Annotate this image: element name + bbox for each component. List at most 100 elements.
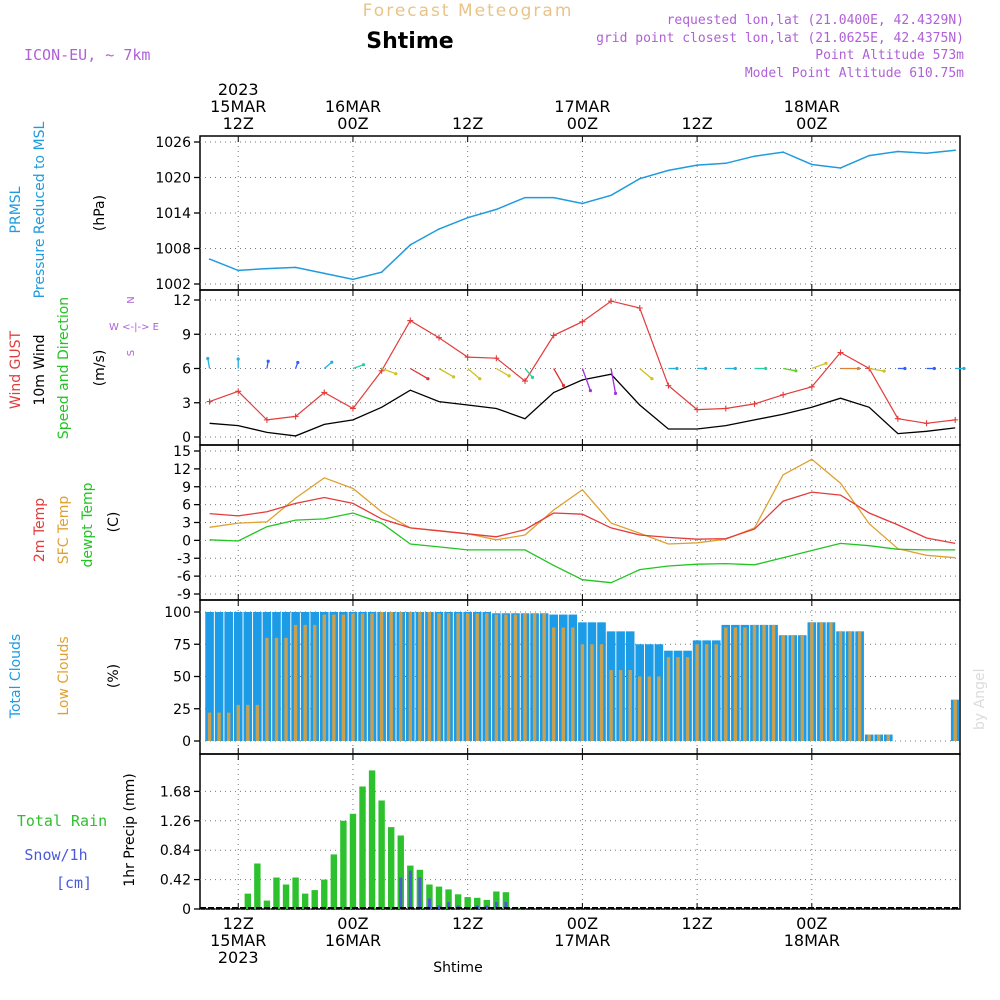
low-cloud-bar bbox=[609, 670, 613, 741]
label-wind-gust: Wind GUST bbox=[8, 330, 24, 409]
y-tick-label: 0 bbox=[182, 734, 191, 750]
gust-marker bbox=[522, 378, 529, 385]
y-tick-label: 1020 bbox=[155, 171, 191, 187]
wind-direction-arrow bbox=[352, 364, 364, 370]
pressure-point bbox=[237, 269, 240, 272]
gust-marker bbox=[206, 398, 213, 405]
y-tick-label: 1008 bbox=[155, 242, 191, 258]
rain-bar bbox=[378, 800, 385, 909]
wind-direction-arrow bbox=[869, 367, 885, 372]
y-tick-label: 9 bbox=[182, 327, 191, 343]
label-speed-direction: Speed and Direction bbox=[56, 297, 72, 439]
snow-bar bbox=[427, 898, 431, 909]
wind-arrow-head bbox=[507, 374, 511, 378]
low-cloud-bar bbox=[704, 644, 709, 741]
low-cloud-bar bbox=[791, 635, 795, 741]
gust-marker bbox=[464, 354, 471, 361]
gust-marker bbox=[837, 349, 844, 356]
rain-bar bbox=[349, 813, 357, 909]
pressure-point bbox=[696, 164, 698, 166]
low-cloud-bar bbox=[485, 613, 489, 741]
low-cloud-bar bbox=[446, 613, 451, 741]
pressure-point bbox=[724, 162, 727, 165]
low-cloud-bar bbox=[370, 613, 374, 741]
wind-direction-arrow bbox=[524, 368, 533, 378]
snow-bar bbox=[485, 905, 489, 909]
chart-title: Forecast Meteogram bbox=[363, 1, 574, 21]
rain-bar bbox=[311, 890, 318, 909]
rain-bar bbox=[273, 877, 280, 909]
wind-arrow-head bbox=[962, 366, 966, 371]
label-prmsl: PRMSL bbox=[8, 186, 24, 233]
wind-arrow-head bbox=[478, 377, 482, 381]
y-tick-label: 1026 bbox=[155, 135, 191, 151]
low-cloud-bar bbox=[724, 627, 728, 741]
rain-bar bbox=[368, 770, 376, 909]
pressure-point bbox=[466, 216, 469, 219]
total-cloud-bar bbox=[253, 612, 262, 741]
low-cloud-bar bbox=[800, 635, 804, 741]
wind-arrow-head bbox=[452, 375, 456, 379]
low-cloud-bar bbox=[676, 657, 680, 741]
time-label-top: 12Z bbox=[452, 114, 483, 133]
time-label-top: 12Z bbox=[223, 114, 254, 133]
wind-arrow-head bbox=[426, 377, 430, 381]
pressure-point bbox=[524, 196, 526, 199]
y-tick-label: 3 bbox=[182, 396, 191, 412]
pressure-point bbox=[868, 154, 870, 157]
low-cloud-bar bbox=[714, 644, 718, 741]
wind-arrow-head bbox=[561, 383, 566, 388]
y-tick-label: 12 bbox=[173, 462, 191, 478]
snow-bar bbox=[418, 877, 422, 909]
y-tick-label: 75 bbox=[173, 637, 191, 653]
label-sfc-temp: SFC Temp bbox=[56, 496, 72, 565]
wind-arrow-head bbox=[650, 377, 654, 381]
low-cloud-bar bbox=[265, 637, 269, 741]
wind-arrow-head bbox=[361, 363, 366, 367]
wind-arrow-head bbox=[236, 357, 240, 361]
low-cloud-bar bbox=[638, 676, 642, 741]
time-label-bottom: 2023 bbox=[218, 948, 259, 967]
gust-marker bbox=[952, 416, 959, 423]
low-cloud-bar bbox=[332, 614, 336, 741]
y-tick-label: 0 bbox=[182, 533, 191, 549]
dewpoint-series bbox=[209, 512, 956, 584]
wind-direction-arrow bbox=[496, 367, 510, 377]
y-tick-label: 100 bbox=[164, 605, 191, 621]
time-label-bottom: 00Z bbox=[796, 914, 827, 933]
low-cloud-bar bbox=[399, 612, 403, 741]
location-title: Shtime bbox=[366, 29, 453, 54]
rain-bar bbox=[445, 889, 452, 909]
gust-marker bbox=[894, 415, 901, 422]
y-tick-label: -6 bbox=[177, 569, 191, 585]
low-cloud-bar bbox=[618, 670, 623, 741]
low-cloud-bar bbox=[427, 612, 432, 741]
low-cloud-bar bbox=[408, 612, 413, 741]
low-cloud-bar bbox=[255, 704, 260, 741]
wind-direction-arrow bbox=[409, 367, 429, 380]
pressure-point bbox=[581, 202, 584, 205]
pressure-point bbox=[266, 267, 268, 270]
time-label-top: 18MAR bbox=[784, 97, 840, 116]
low-cloud-bar bbox=[590, 644, 594, 741]
pressure-point bbox=[208, 258, 211, 260]
low-cloud-bar bbox=[886, 734, 891, 741]
label-ms: (m/s) bbox=[92, 350, 108, 387]
rain-bar bbox=[340, 820, 347, 909]
pressure-point bbox=[610, 194, 612, 197]
low-cloud-bar bbox=[695, 644, 699, 741]
gust-marker bbox=[636, 304, 643, 311]
snow-bar bbox=[494, 902, 498, 909]
gust-marker bbox=[665, 382, 672, 389]
gust-marker bbox=[263, 416, 270, 423]
gust-marker bbox=[321, 389, 328, 396]
low-cloud-bar bbox=[523, 613, 527, 741]
y-tick-label: 1.26 bbox=[160, 814, 191, 830]
gust-marker bbox=[923, 420, 930, 427]
wind-arrow-head bbox=[206, 356, 210, 361]
y-tick-label: 25 bbox=[173, 702, 191, 718]
label-total-rain: Total Rain bbox=[17, 812, 107, 830]
pressure-point bbox=[323, 272, 326, 275]
low-cloud-bar bbox=[293, 624, 298, 741]
total-cloud-bar bbox=[243, 612, 253, 741]
